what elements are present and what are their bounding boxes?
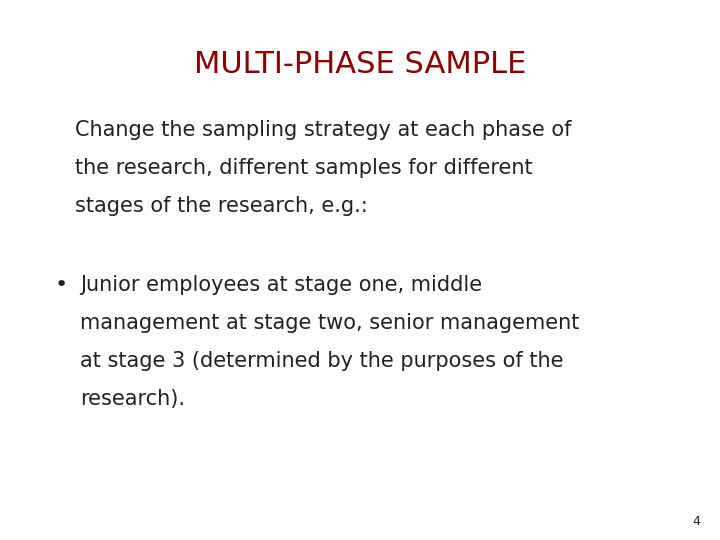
Text: 4: 4 — [692, 515, 700, 528]
Text: management at stage two, senior management: management at stage two, senior manageme… — [80, 313, 580, 333]
Text: MULTI-PHASE SAMPLE: MULTI-PHASE SAMPLE — [194, 50, 526, 79]
Text: the research, different samples for different: the research, different samples for diff… — [75, 158, 533, 178]
Text: Junior employees at stage one, middle: Junior employees at stage one, middle — [80, 275, 482, 295]
Text: research).: research). — [80, 389, 185, 409]
Text: •: • — [55, 275, 68, 295]
Text: stages of the research, e.g.:: stages of the research, e.g.: — [75, 196, 368, 216]
Text: Change the sampling strategy at each phase of: Change the sampling strategy at each pha… — [75, 120, 572, 140]
Text: at stage 3 (determined by the purposes of the: at stage 3 (determined by the purposes o… — [80, 351, 564, 371]
